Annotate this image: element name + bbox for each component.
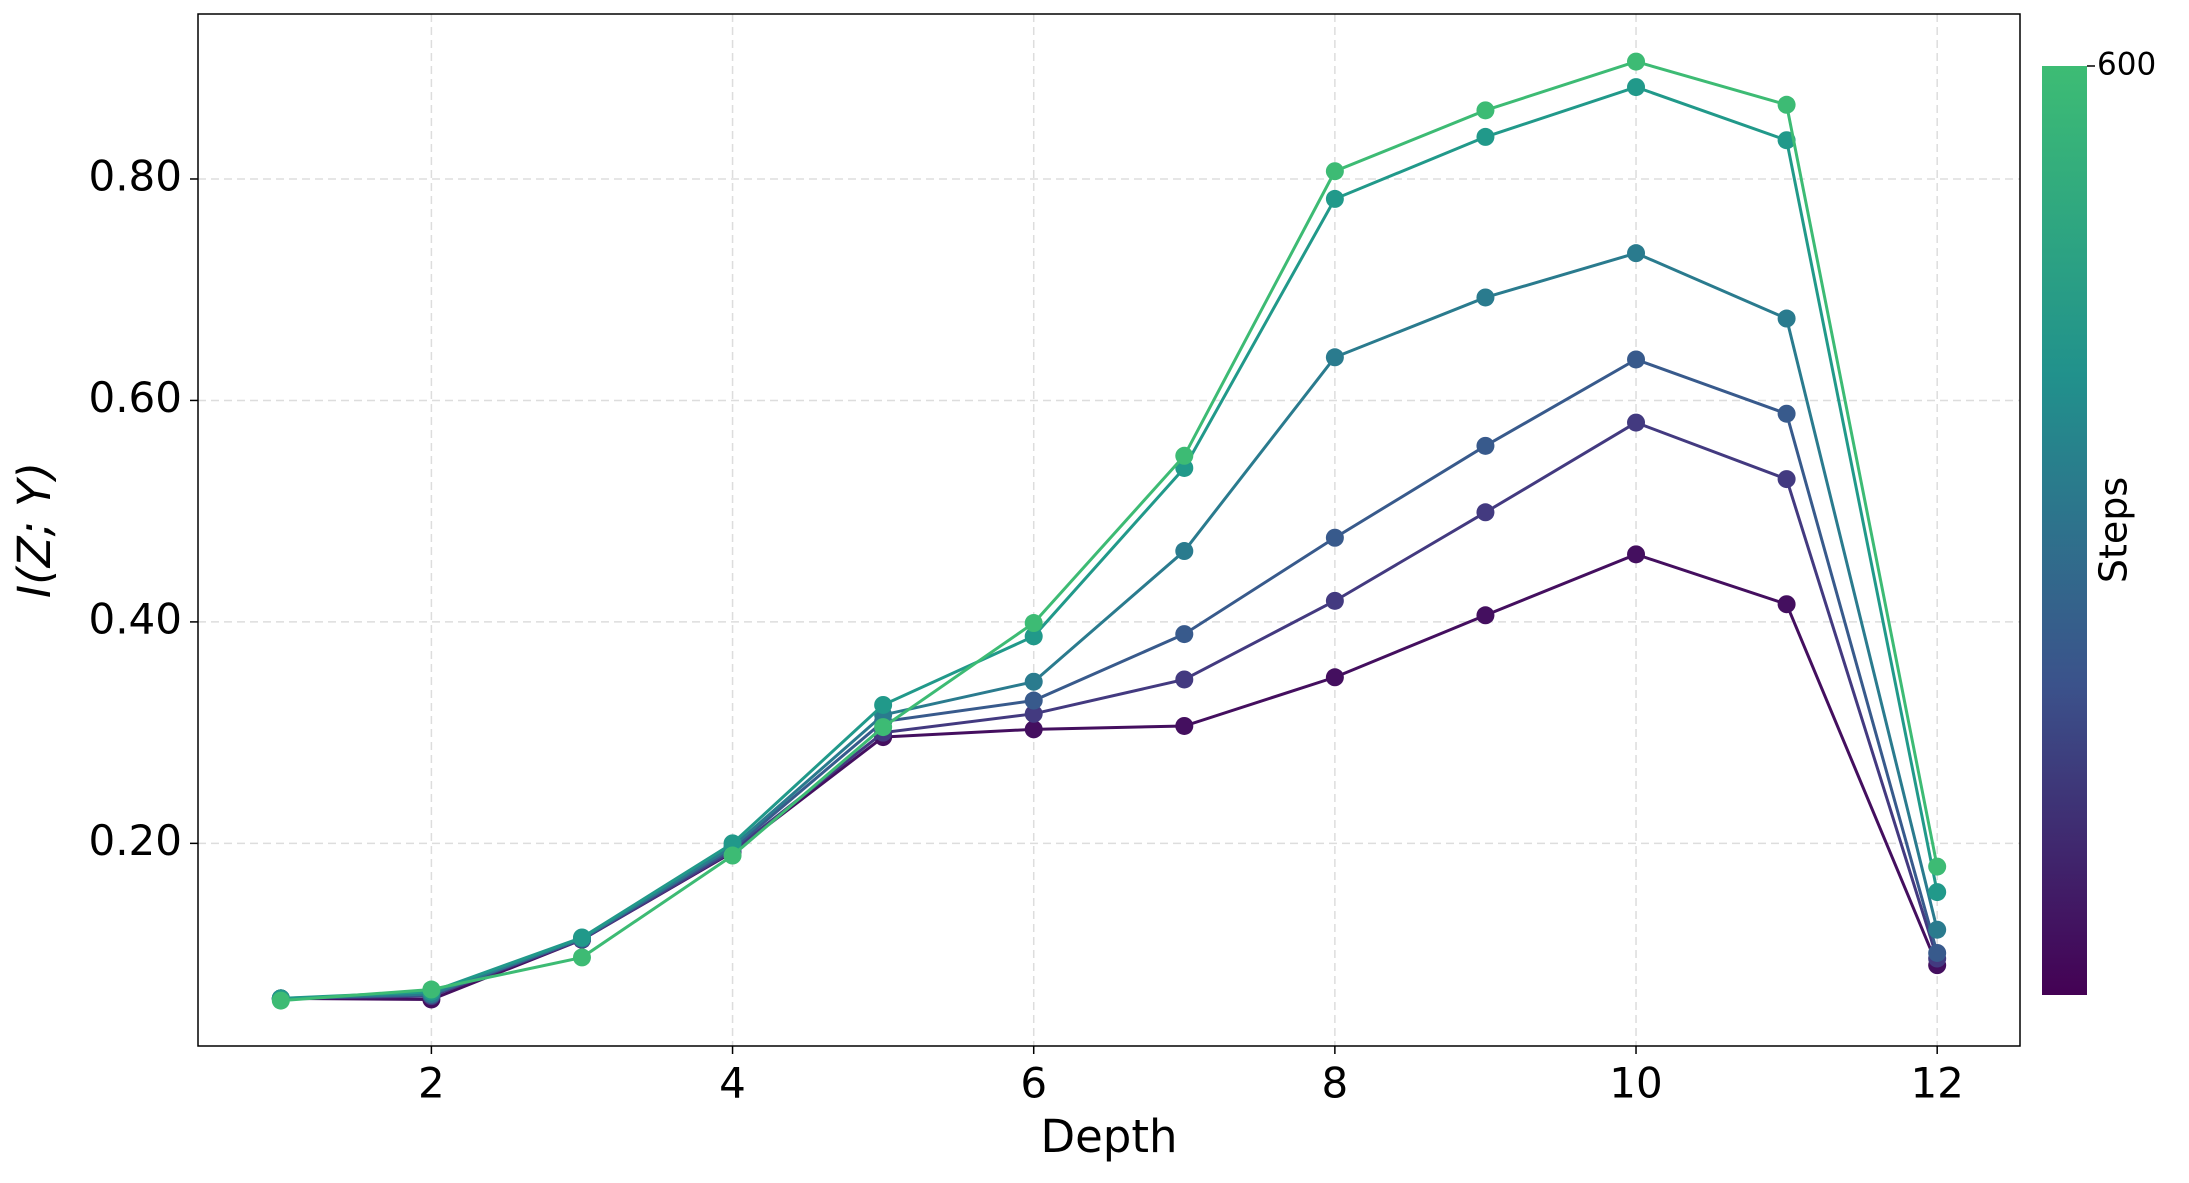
point bbox=[1777, 470, 1796, 489]
point bbox=[1627, 52, 1646, 71]
point bbox=[1024, 704, 1043, 723]
x-tick-label: 8 bbox=[1322, 1059, 1349, 1108]
point bbox=[1627, 413, 1646, 432]
series-line bbox=[280, 85, 1939, 1000]
series-line bbox=[280, 357, 1939, 1000]
point bbox=[1627, 350, 1646, 369]
point bbox=[1024, 614, 1043, 633]
y-tick-label: 0.60 bbox=[88, 373, 182, 422]
point bbox=[723, 846, 742, 865]
point bbox=[874, 695, 893, 714]
x-axis-label: Depth bbox=[1040, 1110, 1177, 1163]
point bbox=[1175, 542, 1194, 561]
point bbox=[1627, 545, 1646, 564]
point bbox=[1928, 920, 1947, 939]
point bbox=[1325, 348, 1344, 367]
series-line bbox=[280, 420, 1939, 1000]
point bbox=[1325, 162, 1344, 181]
colorbar-tick-label: 600 bbox=[2097, 47, 2156, 83]
point bbox=[572, 948, 591, 967]
point bbox=[1777, 131, 1796, 150]
point bbox=[1627, 244, 1646, 263]
point bbox=[1175, 670, 1194, 689]
point bbox=[1928, 857, 1947, 876]
plot-frame bbox=[197, 13, 2021, 1047]
y-axis-label: I(Z; Y) bbox=[8, 462, 61, 598]
colorbar bbox=[2042, 66, 2087, 995]
point bbox=[1175, 716, 1194, 735]
x-tick-label: 10 bbox=[1609, 1059, 1662, 1108]
series-line bbox=[280, 552, 1939, 1001]
point bbox=[1476, 127, 1495, 146]
point bbox=[1325, 528, 1344, 547]
y-tick-label: 0.40 bbox=[88, 594, 182, 643]
x-tick-label: 6 bbox=[1020, 1059, 1047, 1108]
point bbox=[1777, 95, 1796, 114]
y-tick-label: 0.80 bbox=[88, 151, 182, 200]
point bbox=[1476, 101, 1495, 120]
point bbox=[271, 991, 290, 1010]
point bbox=[1325, 189, 1344, 208]
colorbar-label: Steps bbox=[2092, 477, 2136, 583]
point bbox=[1024, 691, 1043, 710]
point bbox=[1928, 943, 1947, 962]
point bbox=[1024, 672, 1043, 691]
y-tick-label: 0.20 bbox=[88, 816, 182, 865]
point bbox=[1175, 446, 1194, 465]
x-tick-label: 12 bbox=[1910, 1059, 1963, 1108]
point bbox=[1476, 606, 1495, 625]
point bbox=[422, 980, 441, 999]
point bbox=[1325, 668, 1344, 687]
point bbox=[1777, 595, 1796, 614]
point bbox=[1476, 503, 1495, 522]
point bbox=[1024, 627, 1043, 646]
point bbox=[1024, 720, 1043, 739]
point bbox=[1476, 288, 1495, 307]
point bbox=[1777, 309, 1796, 328]
point bbox=[1928, 883, 1947, 902]
point bbox=[1325, 591, 1344, 610]
point bbox=[1175, 625, 1194, 644]
point bbox=[1476, 436, 1495, 455]
x-tick-label: 4 bbox=[719, 1059, 746, 1108]
x-tick-label: 2 bbox=[418, 1059, 445, 1108]
point bbox=[572, 928, 591, 947]
point bbox=[874, 718, 893, 737]
point bbox=[1627, 78, 1646, 97]
series-line bbox=[280, 60, 1939, 1003]
point bbox=[1777, 404, 1796, 423]
series-line bbox=[280, 251, 1939, 1000]
